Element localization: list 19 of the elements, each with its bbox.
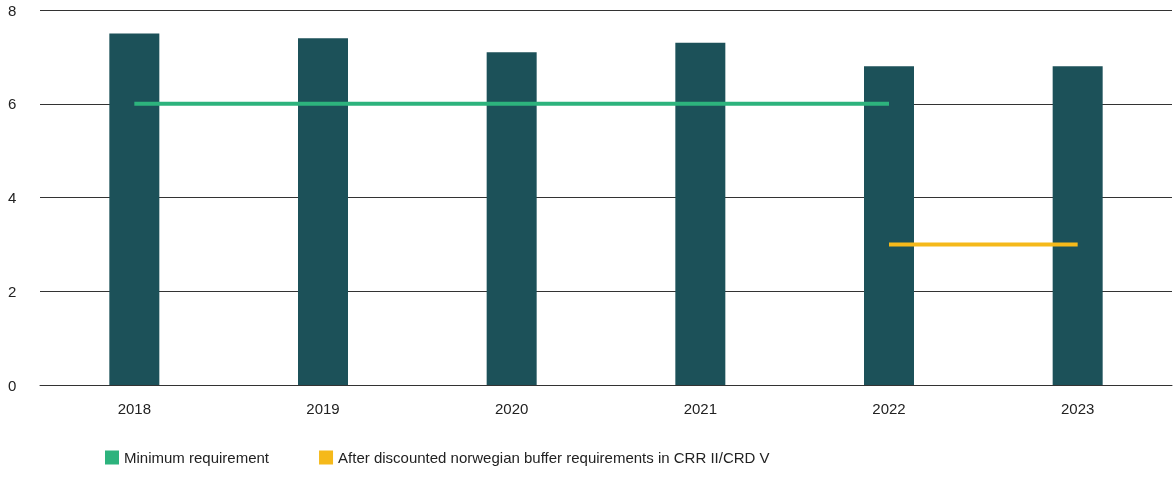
x-tick-label: 2019 [306, 400, 340, 417]
x-tick-label: 2022 [872, 400, 906, 417]
bar [675, 42, 726, 385]
y-tick-label: 4 [8, 189, 17, 206]
x-tick-label: 2020 [494, 400, 529, 417]
x-tick-label: 2021 [683, 400, 718, 417]
y-tick-label: 0 [8, 376, 17, 394]
y-tick-label: 6 [8, 95, 17, 113]
x-tick-label: 2023 [1060, 400, 1095, 417]
y-tick-label: 2 [8, 282, 17, 300]
bar [864, 66, 914, 385]
bar [486, 52, 537, 385]
legend-label: After discounted norwegian buffer requirements in CRR II/CRD V [338, 449, 770, 466]
x-tick-label: 2018 [117, 400, 152, 417]
legend-label: Minimum requirement [124, 449, 270, 466]
bar [1052, 66, 1103, 385]
bar [109, 33, 160, 385]
y-tick-label: 8 [8, 1, 17, 19]
bar [298, 38, 348, 385]
